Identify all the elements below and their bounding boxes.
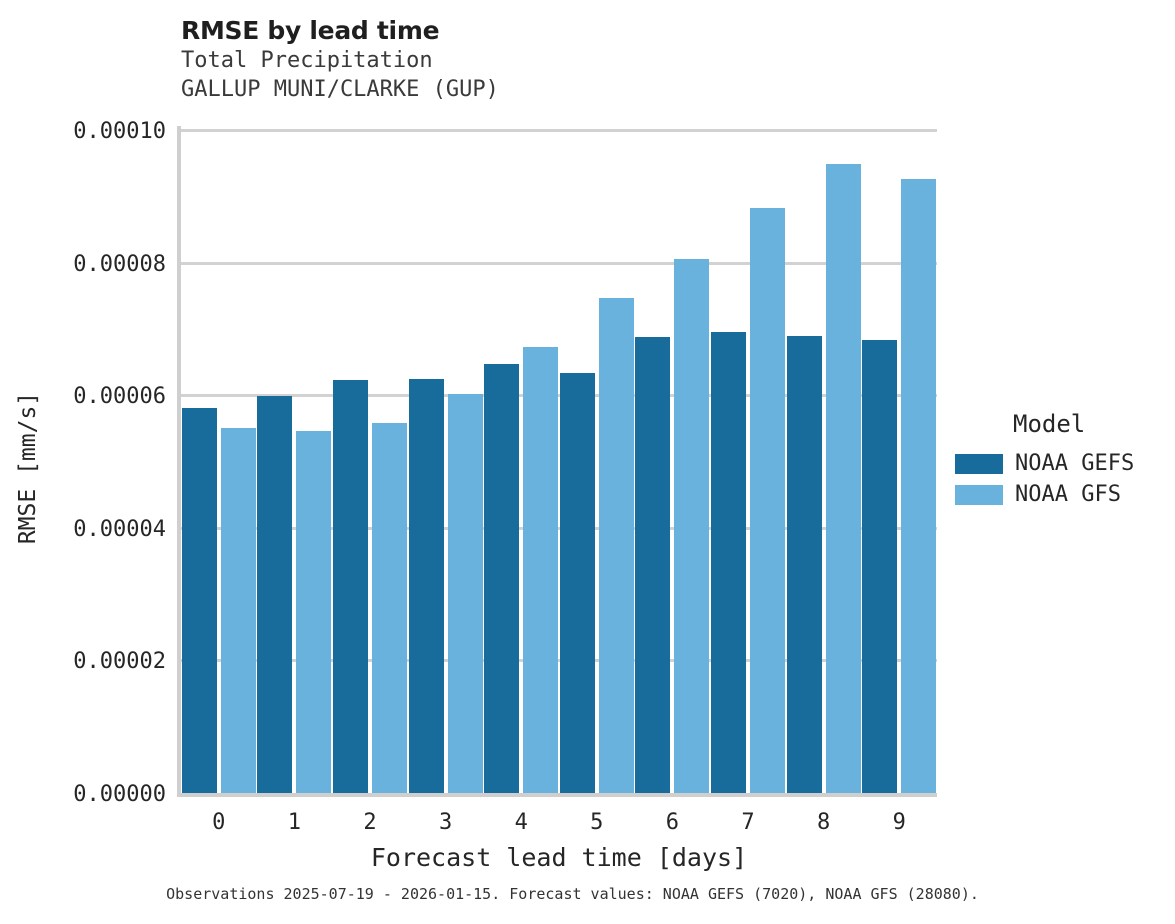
bar-noaa-gfs-lead-2: [372, 423, 407, 793]
x-tick-label: 4: [514, 810, 528, 835]
page-title: RMSE by lead time: [181, 16, 440, 45]
y-tick-label: 0.00008: [73, 251, 166, 277]
x-tick-label: 2: [363, 810, 377, 835]
legend-rows: NOAA GEFS NOAA GFS: [955, 448, 1134, 510]
y-tick-label: 0.00006: [73, 384, 166, 410]
bar-noaa-gfs-lead-4: [523, 346, 559, 793]
gridline: [181, 526, 937, 530]
x-tick-label: 5: [590, 810, 604, 835]
legend-title: Model: [1013, 410, 1086, 438]
bar-noaa-gefs-lead-1: [257, 395, 293, 793]
bar-noaa-gefs-lead-8: [786, 335, 822, 793]
x-tick-label: 6: [665, 810, 680, 835]
bar-noaa-gefs-lead-6: [635, 336, 671, 793]
bar-noaa-gefs-lead-7: [711, 332, 746, 793]
legend-item-label: NOAA GFS: [1015, 482, 1121, 507]
bar-noaa-gfs-lead-9: [901, 179, 937, 793]
x-tick-label: 7: [741, 810, 755, 835]
bar-noaa-gfs-lead-0: [220, 427, 256, 793]
x-axis-spine: [177, 793, 937, 797]
legend-swatch-icon: [955, 484, 1003, 505]
legend: Model NOAA GEFS NOAA GFS: [955, 410, 1134, 510]
x-axis-title: Forecast lead time [days]: [370, 843, 748, 872]
y-axis-spine: [177, 126, 181, 797]
gridline: [181, 394, 937, 398]
bar-noaa-gfs-lead-8: [825, 163, 861, 793]
x-tick-label: 3: [438, 810, 453, 835]
bar-noaa-gfs-lead-1: [296, 431, 332, 793]
y-tick-label: 0.00004: [73, 516, 166, 542]
bar-noaa-gfs-lead-7: [750, 207, 785, 793]
footer-note: Observations 2025-07-19 - 2026-01-15. Fo…: [166, 885, 979, 903]
bar-noaa-gefs-lead-9: [862, 339, 898, 793]
x-tick-label: 8: [816, 810, 831, 835]
gridline: [181, 129, 937, 132]
title-block: RMSE by lead time Total Precipitation GA…: [181, 16, 941, 104]
gridline: [181, 261, 937, 265]
bar-noaa-gefs-lead-3: [408, 378, 444, 793]
bar-noaa-gfs-lead-6: [674, 259, 710, 793]
legend-item[interactable]: NOAA GEFS: [955, 448, 1134, 479]
legend-item[interactable]: NOAA GFS: [955, 479, 1134, 510]
y-tick-label: 0.00002: [73, 649, 166, 675]
y-tick-label: 0.00000: [73, 782, 166, 807]
chart-subtitle-station: GALLUP MUNI/CLARKE (GUP): [181, 77, 499, 102]
legend-item-label: NOAA GEFS: [1015, 451, 1135, 476]
bar-noaa-gfs-lead-5: [598, 297, 634, 793]
y-axis-title: RMSE [mm/s]: [15, 391, 41, 545]
bar-noaa-gefs-lead-2: [333, 379, 368, 793]
chart-subtitle: Total Precipitation: [181, 48, 433, 73]
legend-swatch-icon: [955, 453, 1003, 474]
x-tick-label: 0: [212, 810, 226, 835]
gridline: [181, 659, 937, 663]
x-tick-label: 9: [892, 810, 906, 835]
bar-noaa-gfs-lead-3: [447, 393, 483, 793]
y-tick-label: 0.00010: [73, 119, 166, 144]
bar-noaa-gefs-lead-4: [484, 364, 520, 793]
bar-noaa-gefs-lead-5: [559, 372, 595, 793]
x-tick-label: 1: [287, 810, 302, 835]
plot-area: [181, 129, 937, 793]
bar-noaa-gefs-lead-0: [181, 408, 217, 793]
